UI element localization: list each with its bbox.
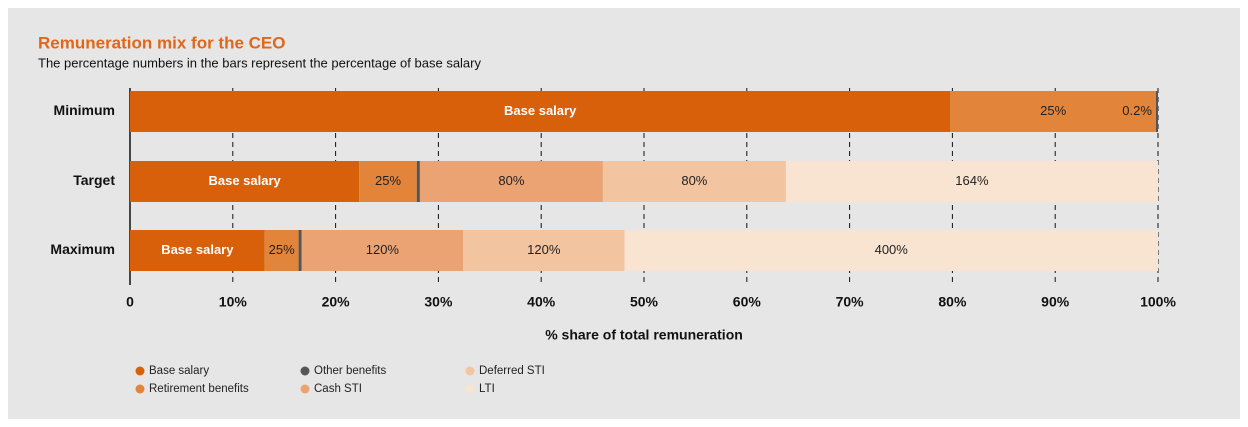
legend-label: Cash STI [314, 383, 362, 395]
bar-label: 120% [366, 242, 400, 257]
bar-label: 25% [1040, 103, 1066, 118]
x-tick-label: 50% [630, 294, 659, 310]
bar-segment [130, 161, 360, 202]
legend-swatch [465, 366, 475, 376]
bar-segment [130, 91, 951, 132]
legend-label: Retirement benefits [149, 383, 249, 395]
x-tick-label: 30% [424, 294, 453, 310]
bar-segment [359, 161, 417, 202]
x-tick-label: 40% [527, 294, 556, 310]
bar-segment [264, 230, 299, 271]
x-tick-label: 60% [733, 294, 762, 310]
bar-segment [298, 230, 302, 271]
x-tick-label: 80% [938, 294, 967, 310]
x-tick-label: 0 [126, 294, 134, 310]
x-axis-label: % share of total remuneration [545, 327, 743, 343]
category-label: Target [73, 172, 115, 188]
panel [8, 8, 1240, 419]
bar-label: Base salary [161, 242, 234, 257]
bar-segment [301, 230, 464, 271]
bar-label: 80% [498, 173, 524, 188]
x-tick-label: 70% [836, 294, 865, 310]
chart-title: Remuneration mix for the CEO [38, 33, 285, 52]
category-label: Maximum [50, 241, 115, 257]
x-tick-label: 90% [1041, 294, 1070, 310]
bar-label: 400% [875, 242, 909, 257]
bar-label: 25% [375, 173, 401, 188]
legend-label: Base salary [149, 365, 209, 377]
x-tick-label: 20% [322, 294, 351, 310]
bar-segment [416, 161, 420, 202]
bar-label: 0.2% [1122, 103, 1152, 118]
legend-swatch [300, 384, 310, 394]
category-label: Minimum [54, 102, 115, 118]
bar-segment [785, 161, 1158, 202]
bar-label: 164% [955, 173, 989, 188]
legend-swatch [135, 384, 145, 394]
legend-swatch [135, 366, 145, 376]
bar-segment [463, 230, 625, 271]
bar-segment [624, 230, 1158, 271]
legend-label: Other benefits [314, 365, 386, 377]
bar-label: 25% [269, 242, 295, 257]
legend-label: LTI [479, 383, 495, 395]
legend-label: Deferred STI [479, 365, 545, 377]
legend-swatch [465, 384, 475, 394]
bar-label: Base salary [208, 173, 281, 188]
bar-segment [950, 91, 1156, 132]
bar-label: Base salary [504, 103, 577, 118]
bar-segment [1155, 91, 1158, 132]
bar-segment [602, 161, 786, 202]
chart-subtitle: The percentage numbers in the bars repre… [38, 55, 481, 70]
bar-segment [419, 161, 603, 202]
bar-label: 120% [527, 242, 561, 257]
bar-label: 80% [681, 173, 707, 188]
legend-swatch [300, 366, 310, 376]
x-tick-label: 10% [219, 294, 248, 310]
x-tick-label: 100% [1140, 294, 1176, 310]
bar-segment [130, 230, 265, 271]
